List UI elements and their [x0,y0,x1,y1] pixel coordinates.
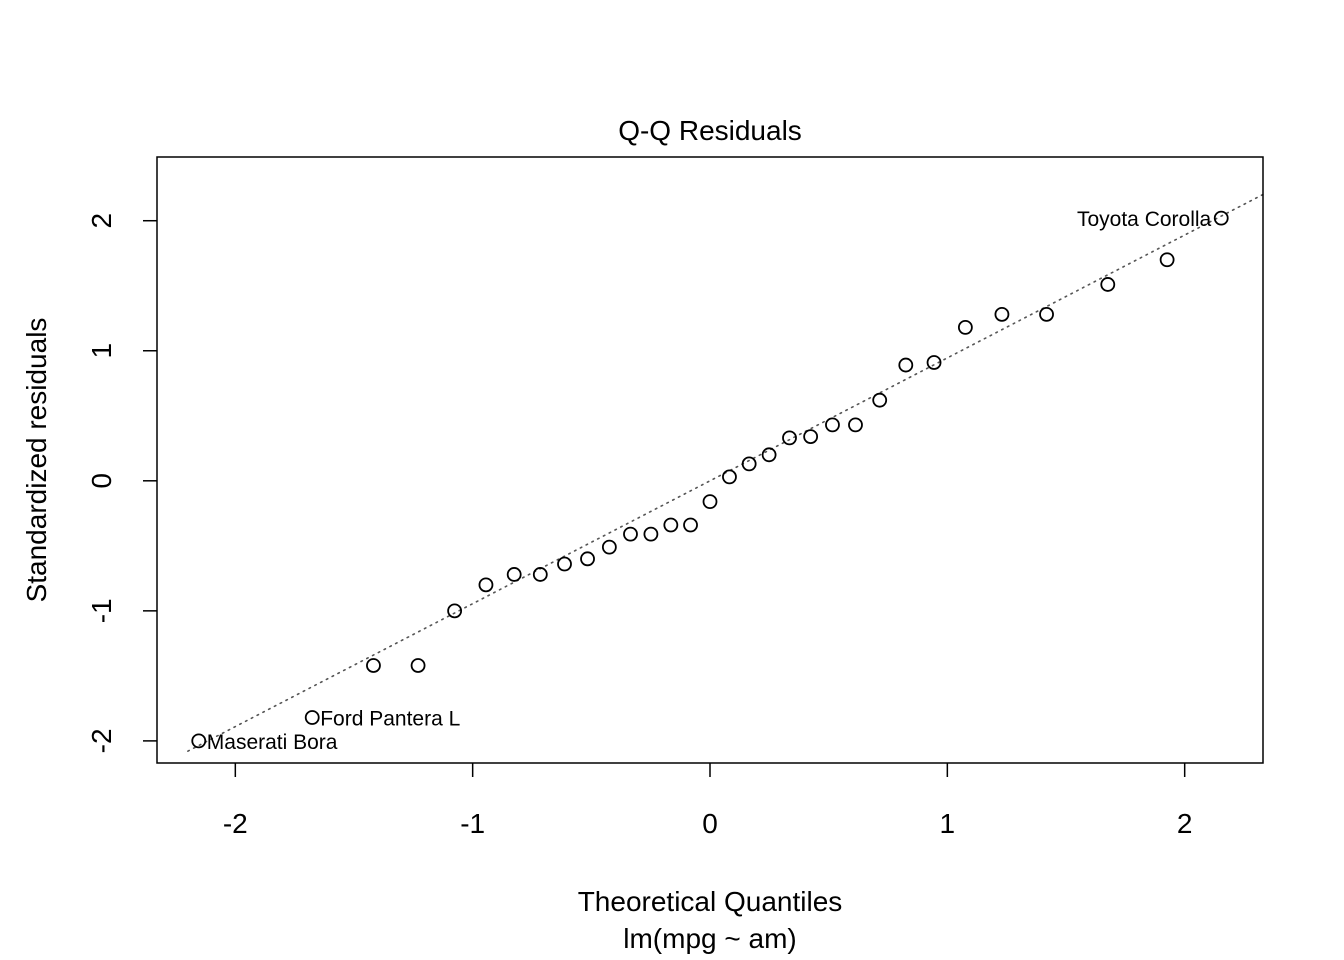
data-point [663,517,679,533]
data-point [1100,277,1116,292]
x-axis: -2 -1 0 1 2 [223,763,1193,839]
y-axis: -2 -1 0 1 2 [86,213,157,753]
chart-title: Q-Q Residuals [618,115,802,146]
data-point [872,392,888,408]
data-point [702,494,718,510]
point-annotation: Maserati Bora [207,731,338,754]
x-axis-label: Theoretical Quantiles [578,886,843,917]
data-point [478,577,494,593]
data-point [761,447,777,463]
plot-frame [156,156,1264,764]
data-point [1039,306,1054,322]
data-point [825,417,840,433]
data-point [722,469,737,485]
y-tick-label: -1 [86,598,117,623]
x-tick-label: 2 [1177,808,1193,839]
y-tick-label: 1 [86,343,117,359]
data-point [447,603,463,619]
data-point [741,456,757,472]
data-point [898,357,914,373]
data-point [580,551,595,567]
y-axis-label: Standardized residuals [21,318,52,603]
data-point [532,567,548,582]
data-point [848,417,863,433]
data-point [191,733,207,749]
point-annotation: Toyota Corolla [1077,208,1212,231]
y-tick-label: 2 [86,213,117,229]
data-point [926,355,942,370]
x-tick-label: 0 [702,808,718,839]
data-point [410,658,426,673]
data-point [1159,252,1175,268]
data-point [601,539,617,555]
points-layer [191,210,1229,749]
x-tick-label: 1 [940,808,956,839]
x-tick-label: -1 [460,808,485,839]
chart-subtitle: lm(mpg ~ am) [623,923,796,954]
data-point [643,526,659,542]
y-tick-label: -2 [86,728,117,753]
point-annotation: Ford Pantera L [320,707,460,730]
data-point [957,319,973,335]
data-point [994,306,1010,322]
data-point [557,556,572,572]
data-point [803,429,819,444]
data-point [506,567,522,582]
data-point [623,526,638,542]
x-tick-label: -2 [223,808,248,839]
data-point [782,430,797,446]
data-point [683,517,698,533]
data-point [304,710,320,725]
data-point [1213,210,1229,226]
y-tick-label: 0 [86,473,117,489]
data-point [366,658,381,673]
